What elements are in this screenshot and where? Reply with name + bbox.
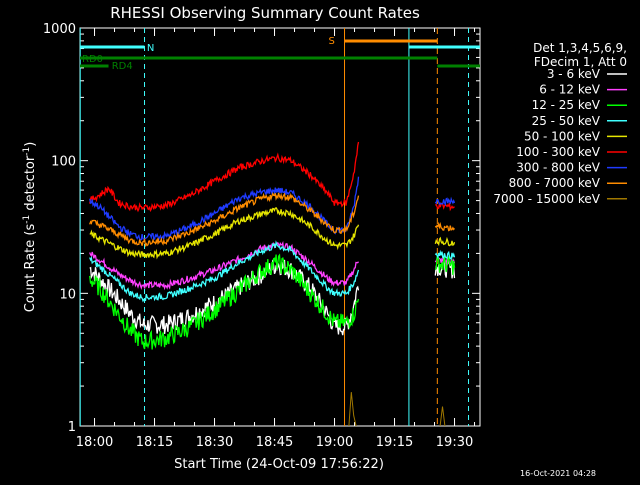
series-3	[89, 240, 456, 303]
series-line	[434, 249, 456, 260]
series-5	[89, 141, 455, 213]
y-tick-label: 1	[68, 420, 76, 435]
series-line	[348, 392, 357, 427]
footer-timestamp: 16-Oct-2021 04:28	[520, 469, 596, 478]
series-layer	[89, 141, 456, 427]
series-line	[89, 240, 360, 291]
saa-flag-label: S	[329, 36, 335, 47]
legend-header: Det 1,3,4,5,6,9,	[533, 41, 627, 55]
series-line	[89, 206, 360, 260]
series-line	[434, 221, 456, 232]
legend-label: 6 - 12 keV	[539, 83, 601, 97]
series-line	[439, 406, 446, 427]
series-line	[89, 141, 360, 213]
series-line	[89, 240, 360, 303]
legend-label: 7000 - 15000 keV	[493, 192, 600, 206]
axis-ticks: 1 10 100 1000 18:00 18:15 18:30 18:45 19:00 19:15…	[43, 22, 480, 450]
rd0-flag-label: RD0	[82, 54, 103, 65]
x-tick-label: 18:00	[76, 435, 113, 450]
chart-title: RHESSI Observing Summary Count Rates	[110, 4, 420, 22]
x-tick-label: 18:15	[136, 435, 173, 450]
series-line	[434, 196, 456, 207]
series-line	[434, 255, 456, 275]
x-tick-label: 19:30	[436, 435, 473, 450]
series-8	[348, 392, 446, 427]
series-4	[89, 206, 456, 260]
legend-label: 25 - 50 keV	[532, 114, 601, 128]
legend-label: 800 - 7000 keV	[509, 176, 601, 190]
series-line	[435, 202, 455, 212]
legend-label: 300 - 800 keV	[516, 161, 600, 175]
x-axis-label: Start Time (24-Oct-09 17:56:22)	[174, 457, 384, 472]
rd4-flag-label: RD4	[112, 61, 133, 72]
night-flag-label: N	[147, 43, 154, 54]
series-7	[89, 192, 456, 248]
series-line	[89, 192, 360, 248]
y-tick-label: 100	[51, 155, 76, 170]
legend: Det 1,3,4,5,6,9,FDecim 1, Att 03 - 6 keV…	[493, 41, 627, 206]
y-tick-label: 10	[59, 287, 76, 302]
y-tick-label: 1000	[43, 22, 76, 37]
observing-flags: N S RD0 RD4	[79, 28, 480, 426]
series-line	[434, 236, 456, 247]
series-2	[89, 253, 456, 350]
y-axis-label: Count Rate (s-1 detector-1)	[22, 142, 38, 313]
plot-frame	[79, 27, 481, 427]
legend-label: 100 - 300 keV	[516, 145, 600, 159]
svg-text:Count Rate (s-1 detector-1): Count Rate (s-1 detector-1)	[22, 142, 38, 313]
x-tick-label: 19:15	[376, 435, 413, 450]
x-tick-label: 19:00	[316, 435, 353, 450]
legend-label: 50 - 100 keV	[524, 129, 601, 143]
x-tick-label: 18:45	[256, 435, 293, 450]
legend-label: 12 - 25 keV	[532, 98, 601, 112]
x-tick-label: 18:30	[196, 435, 233, 450]
legend-header: FDecim 1, Att 0	[534, 55, 627, 69]
legend-label: 3 - 6 keV	[547, 67, 601, 81]
series-line	[89, 253, 360, 350]
series-0	[89, 257, 456, 336]
